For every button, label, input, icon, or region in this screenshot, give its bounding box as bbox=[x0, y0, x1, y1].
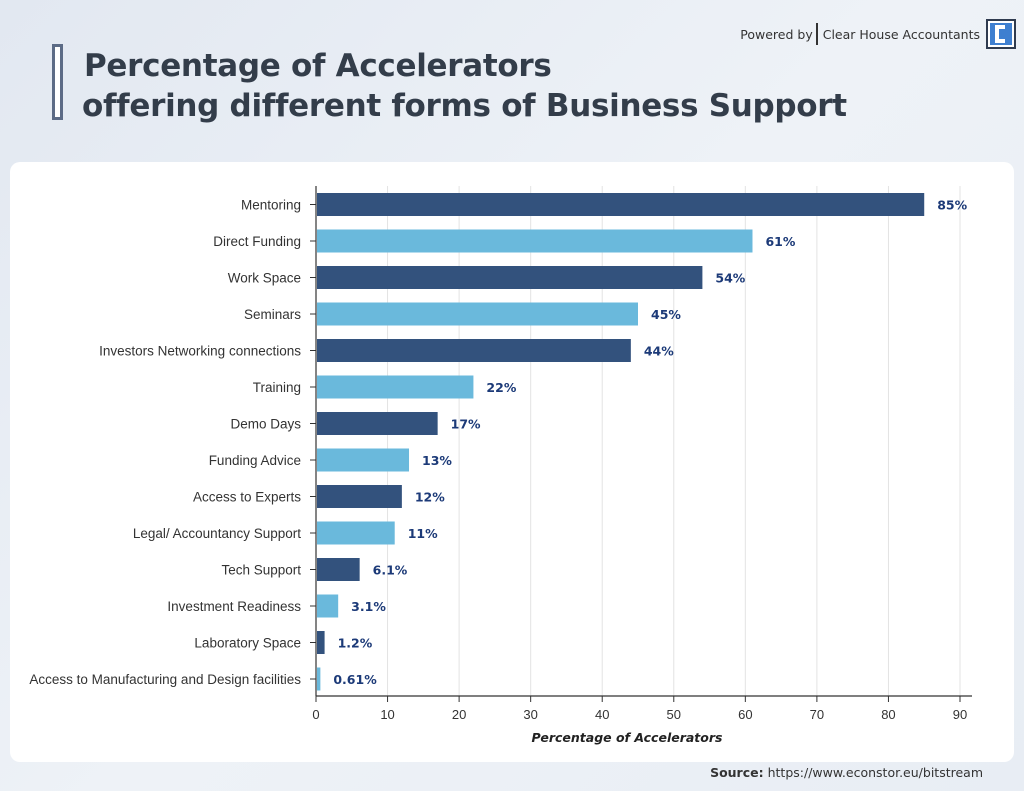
value-label-10: 6.1% bbox=[373, 563, 408, 578]
value-label-13: 0.61% bbox=[333, 672, 377, 687]
x-tick-label-90: 90 bbox=[953, 707, 967, 722]
category-label-13: Access to Manufacturing and Design facil… bbox=[29, 672, 301, 687]
category-label-12: Laboratory Space bbox=[194, 636, 301, 651]
bar-2 bbox=[317, 266, 703, 289]
category-label-11: Investment Readiness bbox=[167, 599, 301, 614]
value-label-0: 85% bbox=[937, 198, 967, 213]
value-label-5: 22% bbox=[486, 380, 516, 395]
source-url: https://www.econstor.eu/bitstream bbox=[767, 765, 983, 780]
bar-chart: Mentoring 85% Direct Funding 61% Work Space 5… bbox=[29, 186, 972, 745]
value-label-9: 11% bbox=[408, 526, 438, 541]
category-label-4: Investors Networking connections bbox=[99, 344, 301, 359]
category-label-1: Direct Funding bbox=[213, 234, 301, 249]
x-tick-label-20: 20 bbox=[452, 707, 466, 722]
bar-7 bbox=[317, 448, 410, 472]
x-tick-label-70: 70 bbox=[810, 707, 824, 722]
category-label-2: Work Space bbox=[228, 271, 301, 286]
brand-name: Clear House Accountants bbox=[822, 26, 980, 42]
chart-card: Mentoring 85% Direct Funding 61% Work Space 5… bbox=[10, 162, 1014, 762]
bar-13 bbox=[317, 667, 321, 691]
category-label-8: Access to Experts bbox=[193, 490, 301, 505]
bar-3 bbox=[317, 302, 638, 326]
value-label-12: 1.2% bbox=[338, 636, 373, 651]
bar-6 bbox=[317, 412, 438, 435]
bar-12 bbox=[317, 631, 325, 654]
category-label-7: Funding Advice bbox=[209, 453, 301, 468]
value-label-4: 44% bbox=[644, 344, 674, 359]
bar-8 bbox=[317, 485, 402, 508]
category-label-6: Demo Days bbox=[230, 417, 301, 432]
brand-divider bbox=[815, 23, 818, 45]
source-note: Source: https://www.econstor.eu/bitstrea… bbox=[710, 765, 983, 780]
bar-1 bbox=[317, 229, 753, 253]
value-label-1: 61% bbox=[765, 234, 795, 249]
title-accent-bar bbox=[52, 44, 63, 120]
value-label-2: 54% bbox=[715, 271, 745, 286]
category-label-5: Training bbox=[253, 380, 301, 395]
x-tick-label-50: 50 bbox=[667, 707, 681, 722]
brand-credit: Powered by Clear House Accountants bbox=[740, 18, 1016, 50]
x-tick-label-0: 0 bbox=[312, 707, 319, 722]
powered-by-text: Powered by bbox=[740, 26, 813, 42]
x-tick-label-40: 40 bbox=[595, 707, 609, 722]
value-label-11: 3.1% bbox=[351, 599, 386, 614]
bar-0 bbox=[317, 193, 925, 216]
x-tick-label-80: 80 bbox=[881, 707, 895, 722]
x-tick-label-10: 10 bbox=[380, 707, 394, 722]
category-label-0: Mentoring bbox=[241, 198, 301, 213]
value-label-6: 17% bbox=[451, 417, 481, 432]
x-axis-title: Percentage of Accelerators bbox=[532, 730, 723, 745]
title-line-1: Percentage of Accelerators bbox=[84, 48, 552, 84]
bar-11 bbox=[317, 594, 339, 618]
bar-9 bbox=[317, 521, 395, 545]
bar-5 bbox=[317, 375, 474, 399]
title-line-2: offering different forms of Business Sup… bbox=[82, 88, 847, 124]
x-tick-label-60: 60 bbox=[738, 707, 752, 722]
value-label-8: 12% bbox=[415, 490, 445, 505]
category-label-10: Tech Support bbox=[221, 563, 301, 578]
category-label-9: Legal/ Accountancy Support bbox=[133, 526, 301, 541]
clear-house-logo-icon bbox=[986, 19, 1016, 49]
value-label-7: 13% bbox=[422, 453, 452, 468]
bar-4 bbox=[317, 339, 631, 362]
source-label: Source: bbox=[710, 765, 764, 780]
page-title: Percentage of Accelerators offering diff… bbox=[82, 46, 847, 126]
bar-10 bbox=[317, 558, 360, 581]
x-tick-label-30: 30 bbox=[523, 707, 537, 722]
value-label-3: 45% bbox=[651, 307, 681, 322]
category-label-3: Seminars bbox=[244, 307, 301, 322]
